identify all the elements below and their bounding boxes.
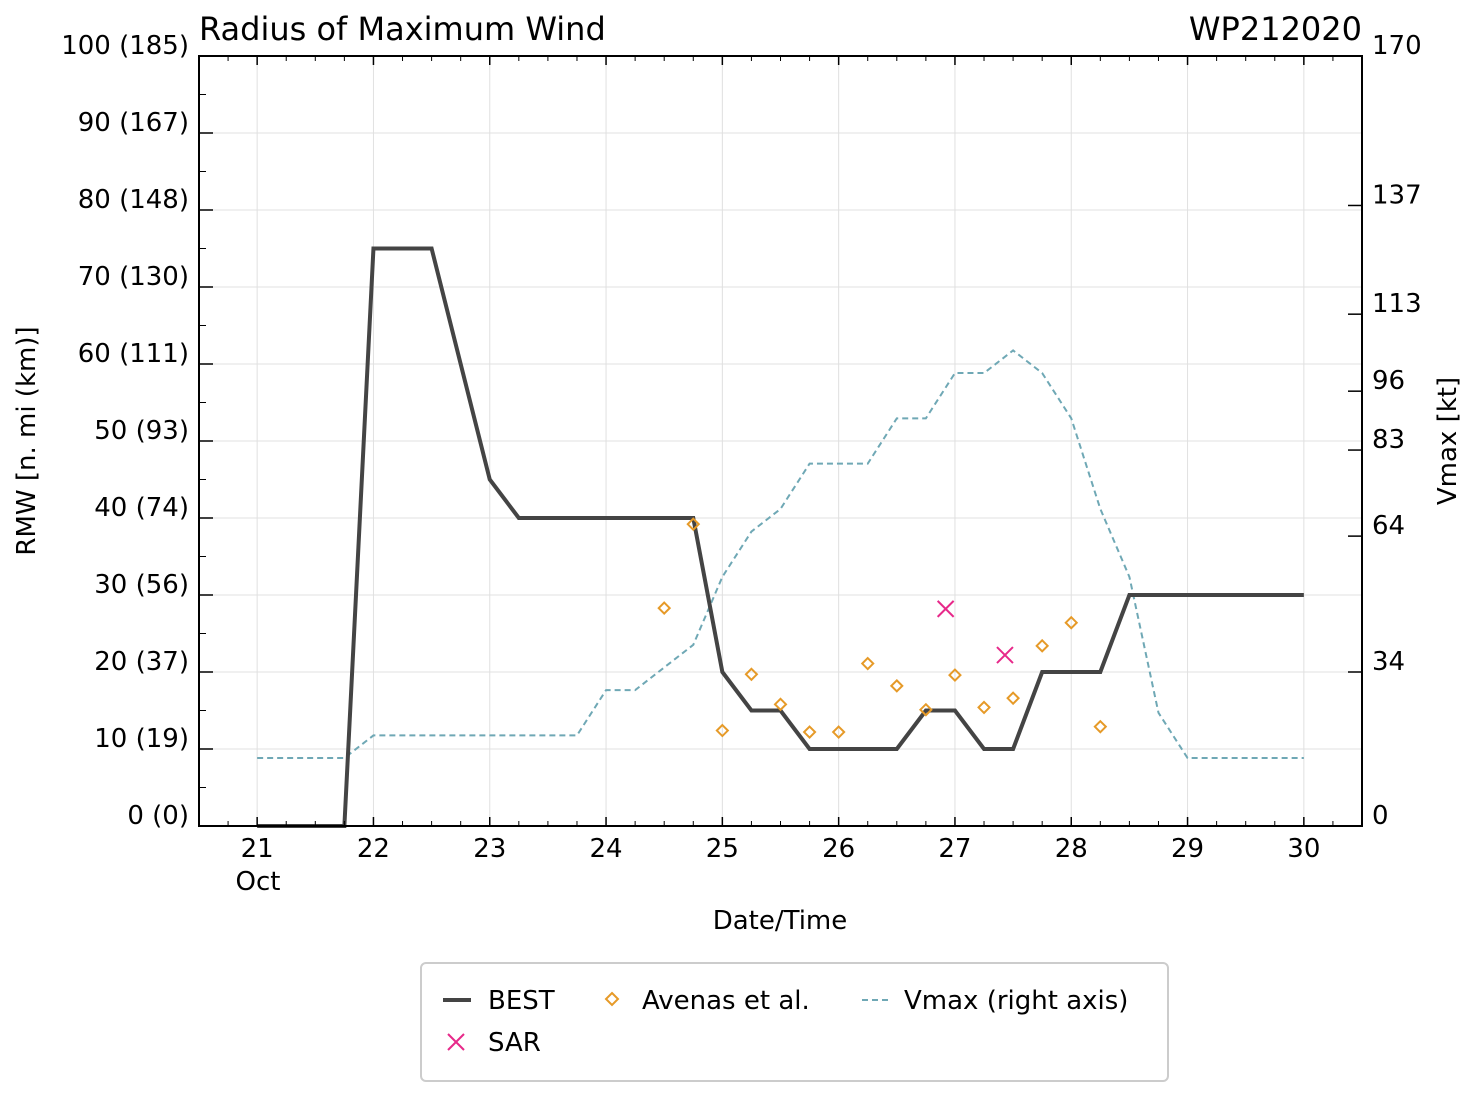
avenas-point: [715, 723, 730, 738]
y-right-tick-label: 170: [1372, 31, 1422, 61]
avenas-point: [686, 517, 701, 532]
avenas-point: [1064, 615, 1079, 630]
x-tick-label: 27: [938, 834, 971, 864]
sar-series: [936, 600, 1014, 664]
avenas-point: [1093, 719, 1108, 734]
y-tick-label: 100 (185): [61, 31, 189, 61]
avenas-point: [860, 656, 875, 671]
y-tick-label: 90 (167): [78, 108, 189, 138]
x-tick-label: 22: [357, 834, 390, 864]
x-tick-label: 28: [1055, 834, 1088, 864]
avenas-point: [1035, 638, 1050, 653]
vmax-line: [257, 349, 1304, 760]
month-label: Oct: [236, 867, 281, 897]
x-tick-label: 29: [1171, 834, 1204, 864]
x-tick-label: 23: [473, 834, 506, 864]
avenas-point: [948, 668, 962, 682]
avenas-point: [977, 700, 991, 715]
avenas-point: [657, 601, 672, 616]
y-right-tick-label: 64: [1372, 511, 1405, 541]
legend-sar-label: SAR: [488, 1028, 541, 1058]
best-line: [257, 246, 1304, 828]
legend-box: [420, 962, 1169, 1082]
legend-avenas-label: Avenas et al.: [642, 986, 810, 1016]
y-right-tick-labels: 0 34 64 83 96 113 137 170: [1372, 31, 1422, 831]
y-right-tick-label: 0: [1372, 801, 1389, 831]
avenas-point: [918, 702, 933, 717]
y-tick-label: 20 (37): [94, 647, 189, 677]
y-tick-label: 0 (0): [127, 801, 189, 831]
storm-id: WP212020: [1189, 10, 1362, 48]
axis-ticks: [198, 55, 1363, 827]
avenas-point: [802, 725, 817, 739]
y-tick-labels: 0 (0) 10 (19) 20 (37) 30 (56) 40 (74) 50 (93)…: [61, 31, 189, 831]
legend-best-label: BEST: [488, 986, 555, 1016]
x-tick-label: 30: [1287, 834, 1320, 864]
y-right-tick-label: 96: [1372, 366, 1405, 396]
vmax-series: [257, 349, 1304, 760]
chart-title: Radius of Maximum Wind: [199, 10, 606, 48]
y-axis-label: RMW [n. mi (km)]: [12, 326, 42, 555]
x-axis-label: Date/Time: [713, 906, 848, 936]
sar-point: [936, 600, 955, 618]
x-tick-label: 26: [822, 834, 855, 864]
avenas-point: [831, 725, 846, 739]
y-right-tick-label: 83: [1372, 425, 1405, 455]
y-right-tick-label: 113: [1372, 289, 1422, 319]
y-tick-label: 60 (111): [78, 339, 189, 369]
y-tick-label: 10 (19): [94, 724, 189, 754]
avenas-point: [889, 678, 904, 693]
avenas-point: [1006, 691, 1021, 706]
y-tick-label: 70 (130): [78, 262, 189, 292]
avenas-series: [657, 517, 1108, 739]
y-right-tick-label: 137: [1372, 180, 1422, 210]
sar-point: [996, 646, 1014, 664]
best-series: [257, 246, 1304, 828]
x-tick-label: 25: [706, 834, 739, 864]
x-tick-label: 24: [590, 834, 623, 864]
legend-vmax-label: Vmax (right axis): [904, 986, 1128, 1016]
y-tick-label: 40 (74): [94, 493, 189, 523]
avenas-point: [773, 697, 788, 712]
legend-avenas-swatch: [604, 991, 620, 1007]
y-tick-label: 50 (93): [94, 416, 189, 446]
y-tick-label: 80 (148): [78, 185, 189, 215]
legend-sar-swatch: [447, 1033, 465, 1051]
x-tick-label: 21: [241, 834, 274, 864]
y-right-axis-label: Vmax [kt]: [1433, 377, 1463, 505]
avenas-point: [744, 667, 759, 682]
x-tick-labels: 21 22 23 24 25 26 27 28 29 30: [241, 834, 1321, 864]
legend: BEST SAR Avenas et al. Vmax (right axis): [420, 962, 1169, 1082]
y-right-tick-label: 34: [1372, 647, 1405, 677]
y-tick-label: 30 (56): [94, 570, 189, 600]
